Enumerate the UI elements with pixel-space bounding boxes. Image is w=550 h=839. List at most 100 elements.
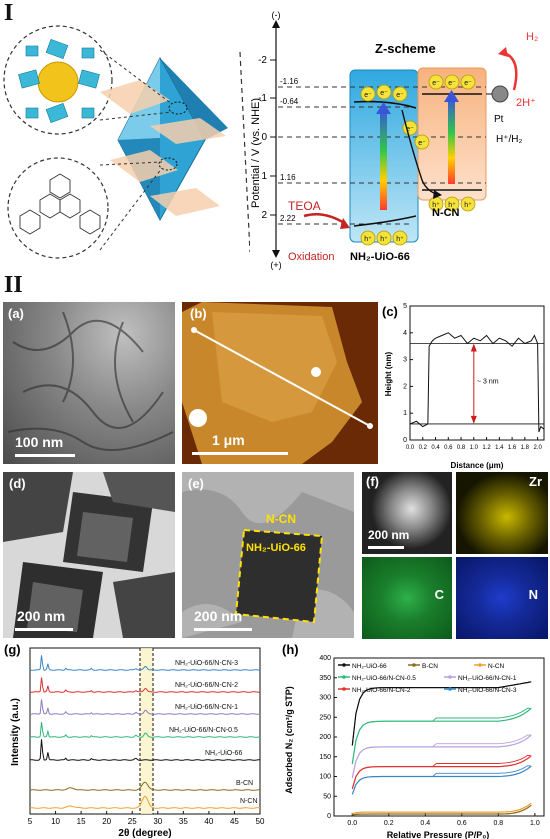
y-tick-label: 250 bbox=[319, 714, 331, 721]
eds-map-c: C bbox=[362, 557, 452, 639]
x-tick-label: 20 bbox=[102, 817, 111, 826]
tick-label: -2 bbox=[258, 55, 267, 66]
panel-label-c: (c) bbox=[382, 304, 398, 319]
ncn-outer-label: N-CN bbox=[266, 512, 296, 526]
electron-glyph: e⁻ bbox=[448, 80, 456, 87]
tick-label: 1 bbox=[261, 171, 267, 182]
scale-bar-a bbox=[15, 454, 75, 457]
h-plus-label: 2H⁺ bbox=[516, 97, 536, 109]
x-tick-label: 0.2 bbox=[419, 445, 428, 451]
y-tick-label: 0 bbox=[327, 813, 331, 820]
y-tick-label: 50 bbox=[323, 793, 331, 800]
x-tick-label: 0.0 bbox=[406, 445, 415, 451]
xrd-pattern-line bbox=[29, 722, 261, 738]
uio-label: NH₂-UiO-66 bbox=[350, 251, 410, 263]
xrd-series-label: N-CN bbox=[240, 798, 258, 805]
panel-label-b: (b) bbox=[190, 306, 207, 321]
panel-label-f: (f) bbox=[366, 474, 379, 489]
y-axis-label: Adsorbed N₂ (cm³/g STP) bbox=[284, 686, 294, 794]
isotherm-desorption-line bbox=[352, 802, 532, 815]
xrd-series-label: NH₂-UiO-66/N-CN-0.5 bbox=[169, 727, 238, 734]
eds-map-n: N bbox=[456, 557, 548, 639]
legend-label: NH₂-UiO-66 bbox=[352, 663, 387, 670]
level-label: 1.16 bbox=[280, 173, 296, 182]
x-tick-label: 0.8 bbox=[457, 445, 466, 451]
x-tick-label: 35 bbox=[179, 817, 188, 826]
legend-marker bbox=[478, 663, 482, 667]
hole-glyph: h⁺ bbox=[448, 202, 456, 209]
x-tick-label: 30 bbox=[153, 817, 162, 826]
x-tick-label: 15 bbox=[77, 817, 86, 826]
xrd-series-label: NH₂-UiO-66 bbox=[205, 750, 242, 757]
arrowhead bbox=[470, 415, 477, 424]
tem-image-d: (d) 200 nm bbox=[3, 472, 175, 638]
height-profile-chart: 0.0 0.2 0.4 0.6 0.8 1.0 1.2 1.4 1.6 1.8 2.0 0 1 2 3 4 5 ~… bbox=[382, 303, 545, 470]
legend-label: NH₂-UiO-66/N-CN-1 bbox=[458, 675, 517, 682]
legend-marker bbox=[342, 687, 346, 691]
y-tick-label: 4 bbox=[403, 330, 407, 337]
xrd-series-label: NH₂-UiO-66/N-CN-2 bbox=[175, 682, 238, 689]
y-tick-label: 5 bbox=[403, 303, 407, 310]
x-tick-label: 1.2 bbox=[482, 445, 491, 451]
x-tick-label: 0.2 bbox=[384, 820, 394, 827]
y-axis-label: Height (nm) bbox=[384, 351, 393, 396]
y-tick-label: 200 bbox=[319, 734, 331, 741]
x-axis-label: Relative Pressure (P/P₀) bbox=[387, 830, 490, 839]
xrd-series-label: B-CN bbox=[236, 780, 253, 787]
scale-text-a: 100 nm bbox=[15, 434, 64, 450]
isotherm-desorption-line bbox=[352, 804, 532, 816]
xrd-series-label: NH₂-UiO-66/N-CN-1 bbox=[175, 704, 238, 711]
mof-illustration bbox=[3, 25, 250, 259]
legend-marker bbox=[412, 663, 416, 667]
scale-text-d: 200 nm bbox=[17, 608, 66, 624]
x-tick-label: 50 bbox=[256, 817, 265, 826]
x-tick-label: 0.0 bbox=[347, 820, 357, 827]
scale-text-f: 200 nm bbox=[368, 528, 410, 542]
xrd-pattern-line bbox=[29, 655, 261, 671]
scale-bar-f bbox=[368, 546, 404, 549]
hole-glyph: h⁺ bbox=[364, 236, 372, 243]
x-tick-label: 40 bbox=[204, 817, 213, 826]
xrd-pattern-line bbox=[29, 795, 261, 809]
x-axis-label: Distance (μm) bbox=[451, 461, 504, 470]
element-label-n: N bbox=[528, 587, 538, 602]
legend-label: B-CN bbox=[422, 663, 438, 670]
isotherm-desorption-line bbox=[351, 681, 532, 746]
hole-glyph: h⁺ bbox=[464, 202, 472, 209]
legend-label: NH₂-UiO-66/N-CN-3 bbox=[458, 687, 517, 694]
tem-image-a: (a) 100 nm bbox=[3, 302, 175, 464]
section-label-II: II bbox=[4, 272, 23, 298]
legend-label: N-CN bbox=[488, 663, 505, 670]
y-tick-label: 3 bbox=[403, 357, 407, 364]
x-tick-label: 0.4 bbox=[420, 820, 430, 827]
z-scheme-diagram: e⁻ e⁻ e⁻ e⁻ e⁻ e⁻ e⁻ e⁻ h⁺ h⁺ h⁺ h⁺ h⁺ h… bbox=[250, 10, 538, 270]
x-tick-label: 0.6 bbox=[457, 820, 467, 827]
panel-label-g: (g) bbox=[4, 642, 21, 657]
x-tick-label: 10 bbox=[51, 817, 60, 826]
y-tick-label: 100 bbox=[319, 774, 331, 781]
uio-inner-label: NH₂-UiO-66 bbox=[246, 542, 306, 554]
electron-glyph: e⁻ bbox=[380, 90, 388, 97]
afm-sheet bbox=[182, 302, 373, 464]
panel-label-a: (a) bbox=[8, 306, 24, 321]
xrd-pattern-line bbox=[29, 781, 260, 791]
height-profile-line bbox=[409, 332, 545, 433]
hole-glyph: h⁺ bbox=[380, 236, 388, 243]
x-tick-label: 1.6 bbox=[508, 445, 517, 451]
y-tick-label: 350 bbox=[319, 675, 331, 682]
xrd-series-label: NH₂-UiO-66/N-CN-3 bbox=[175, 660, 238, 667]
eds-map-zr: Zr bbox=[456, 472, 548, 554]
axis-top-sign: (-) bbox=[272, 10, 281, 20]
y-tick-label: 2 bbox=[403, 383, 407, 390]
y-tick-label: 300 bbox=[319, 695, 331, 702]
electron-glyph: e⁻ bbox=[396, 92, 404, 99]
x-tick-label: 25 bbox=[128, 817, 137, 826]
x-tick-label: 1.8 bbox=[521, 445, 530, 451]
y-axis-label: Intensity (a.u.) bbox=[10, 698, 21, 766]
xrd-pattern-line bbox=[29, 677, 260, 693]
axis-bottom-sign: (+) bbox=[270, 260, 281, 270]
afm-image-b: (b) 1 μm bbox=[182, 302, 378, 464]
isotherm-chart: 0.0 0.2 0.4 0.6 0.8 1.0 0 50 100 150 200 250 300 350 4… bbox=[282, 642, 545, 839]
tem-cube-e bbox=[182, 472, 354, 638]
scale-bar-b bbox=[192, 452, 288, 455]
